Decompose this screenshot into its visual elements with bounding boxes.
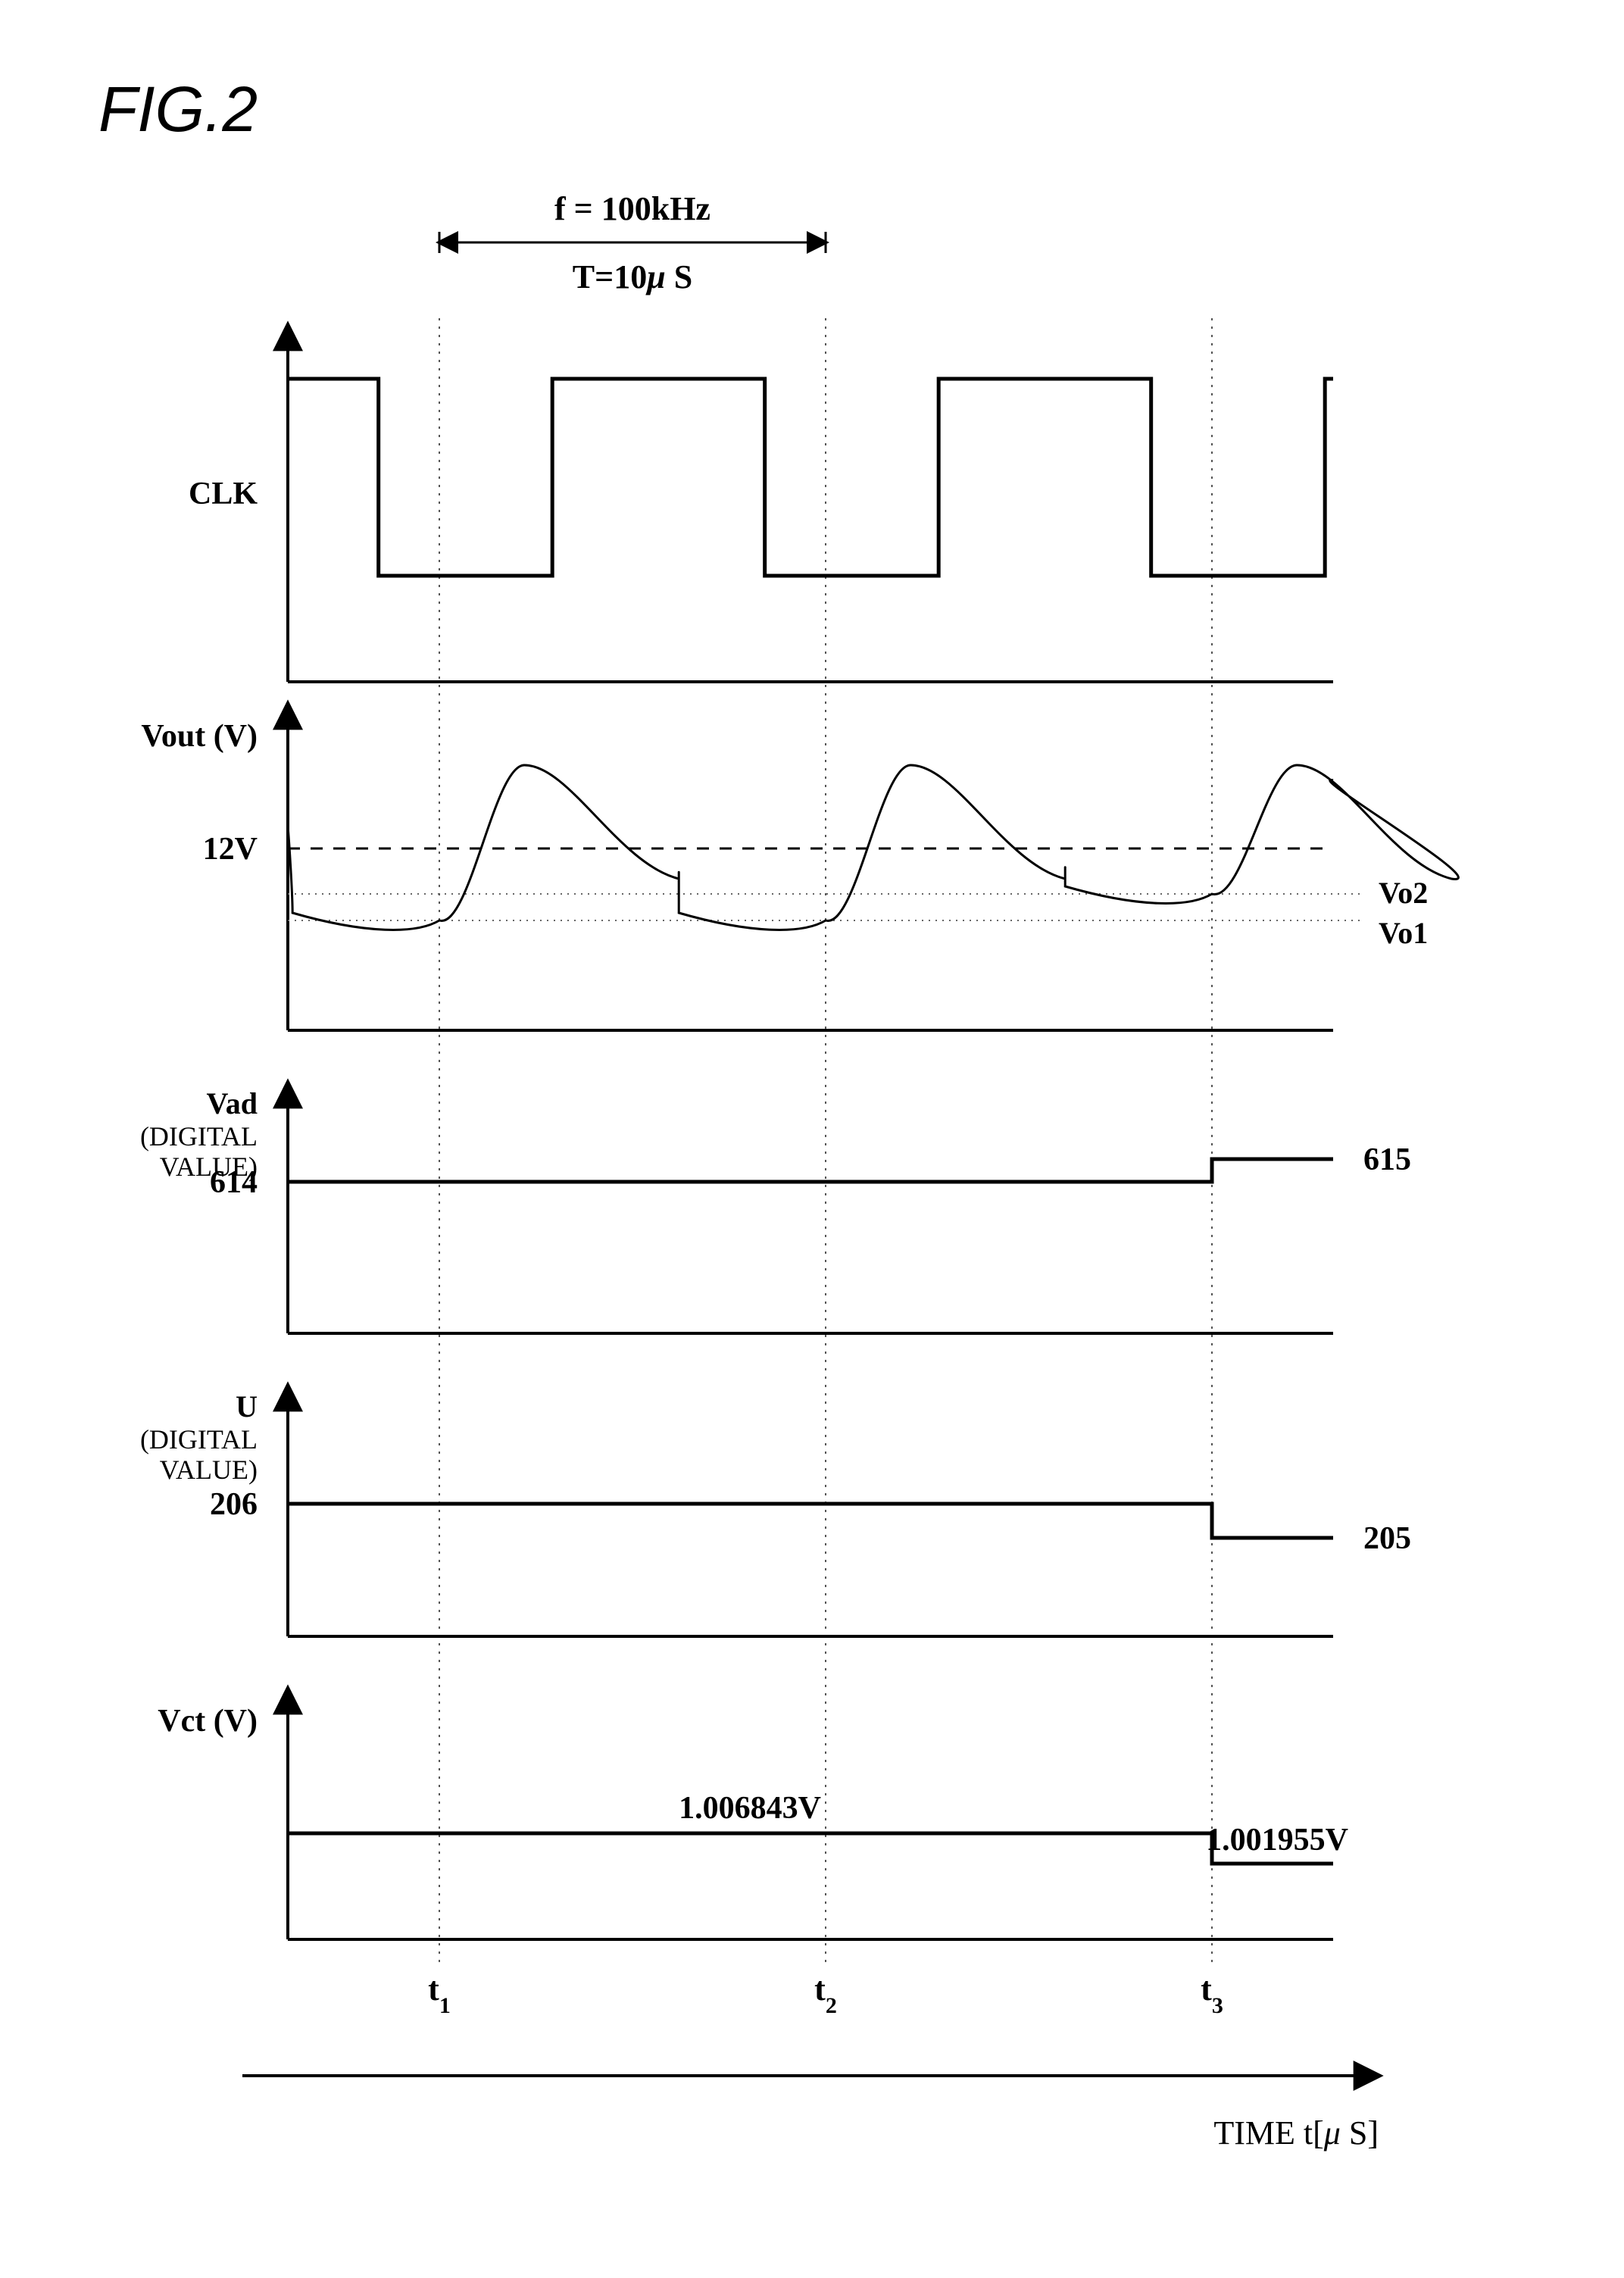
u-waveform <box>288 1504 1333 1538</box>
time-axis-label: TIME t[μ S] <box>1213 2114 1379 2151</box>
vo2-label: Vo2 <box>1379 876 1428 910</box>
vad-label2: (DIGITAL <box>140 1121 258 1151</box>
clk-label: CLK <box>189 477 258 511</box>
u-label: U <box>236 1389 258 1423</box>
vout-label: Vout (V) <box>141 719 258 754</box>
vct-value2: 1.001955V <box>1206 1823 1348 1858</box>
clk-waveform <box>288 379 1333 576</box>
vout-waveform <box>288 765 1458 930</box>
vct-value1: 1.006843V <box>679 1791 821 1826</box>
vout-12v-label: 12V <box>203 832 258 867</box>
time-tick-t1: t1 <box>428 1970 451 2018</box>
u-label3: VALUE) <box>160 1455 258 1485</box>
vad-waveform <box>288 1159 1333 1182</box>
timing-diagram: f = 100kHz T=10μ S CLK Vout (V) 12V Vo2 Vo1 Vad… <box>0 0 1624 2274</box>
vad-right-value: 615 <box>1363 1142 1411 1177</box>
vad-left-value: 614 <box>210 1165 258 1200</box>
period-label: T=10μ S <box>573 258 692 295</box>
u-label2: (DIGITAL <box>140 1424 258 1455</box>
vo1-label: Vo1 <box>1379 916 1428 950</box>
page: FIG.2 f = 100kHz T=10μ S CLK Vout (V) 12V Vo2… <box>0 0 1624 2274</box>
vct-label: Vct (V) <box>158 1704 258 1739</box>
freq-label: f = 100kHz <box>554 190 710 227</box>
time-tick-t3: t3 <box>1201 1970 1223 2018</box>
u-left-value: 206 <box>210 1487 258 1522</box>
vct-waveform <box>288 1833 1333 1864</box>
figure-label: FIG.2 <box>98 73 258 146</box>
u-right-value: 205 <box>1363 1521 1411 1556</box>
vad-label: Vad <box>207 1086 258 1120</box>
time-tick-t2: t2 <box>814 1970 837 2018</box>
